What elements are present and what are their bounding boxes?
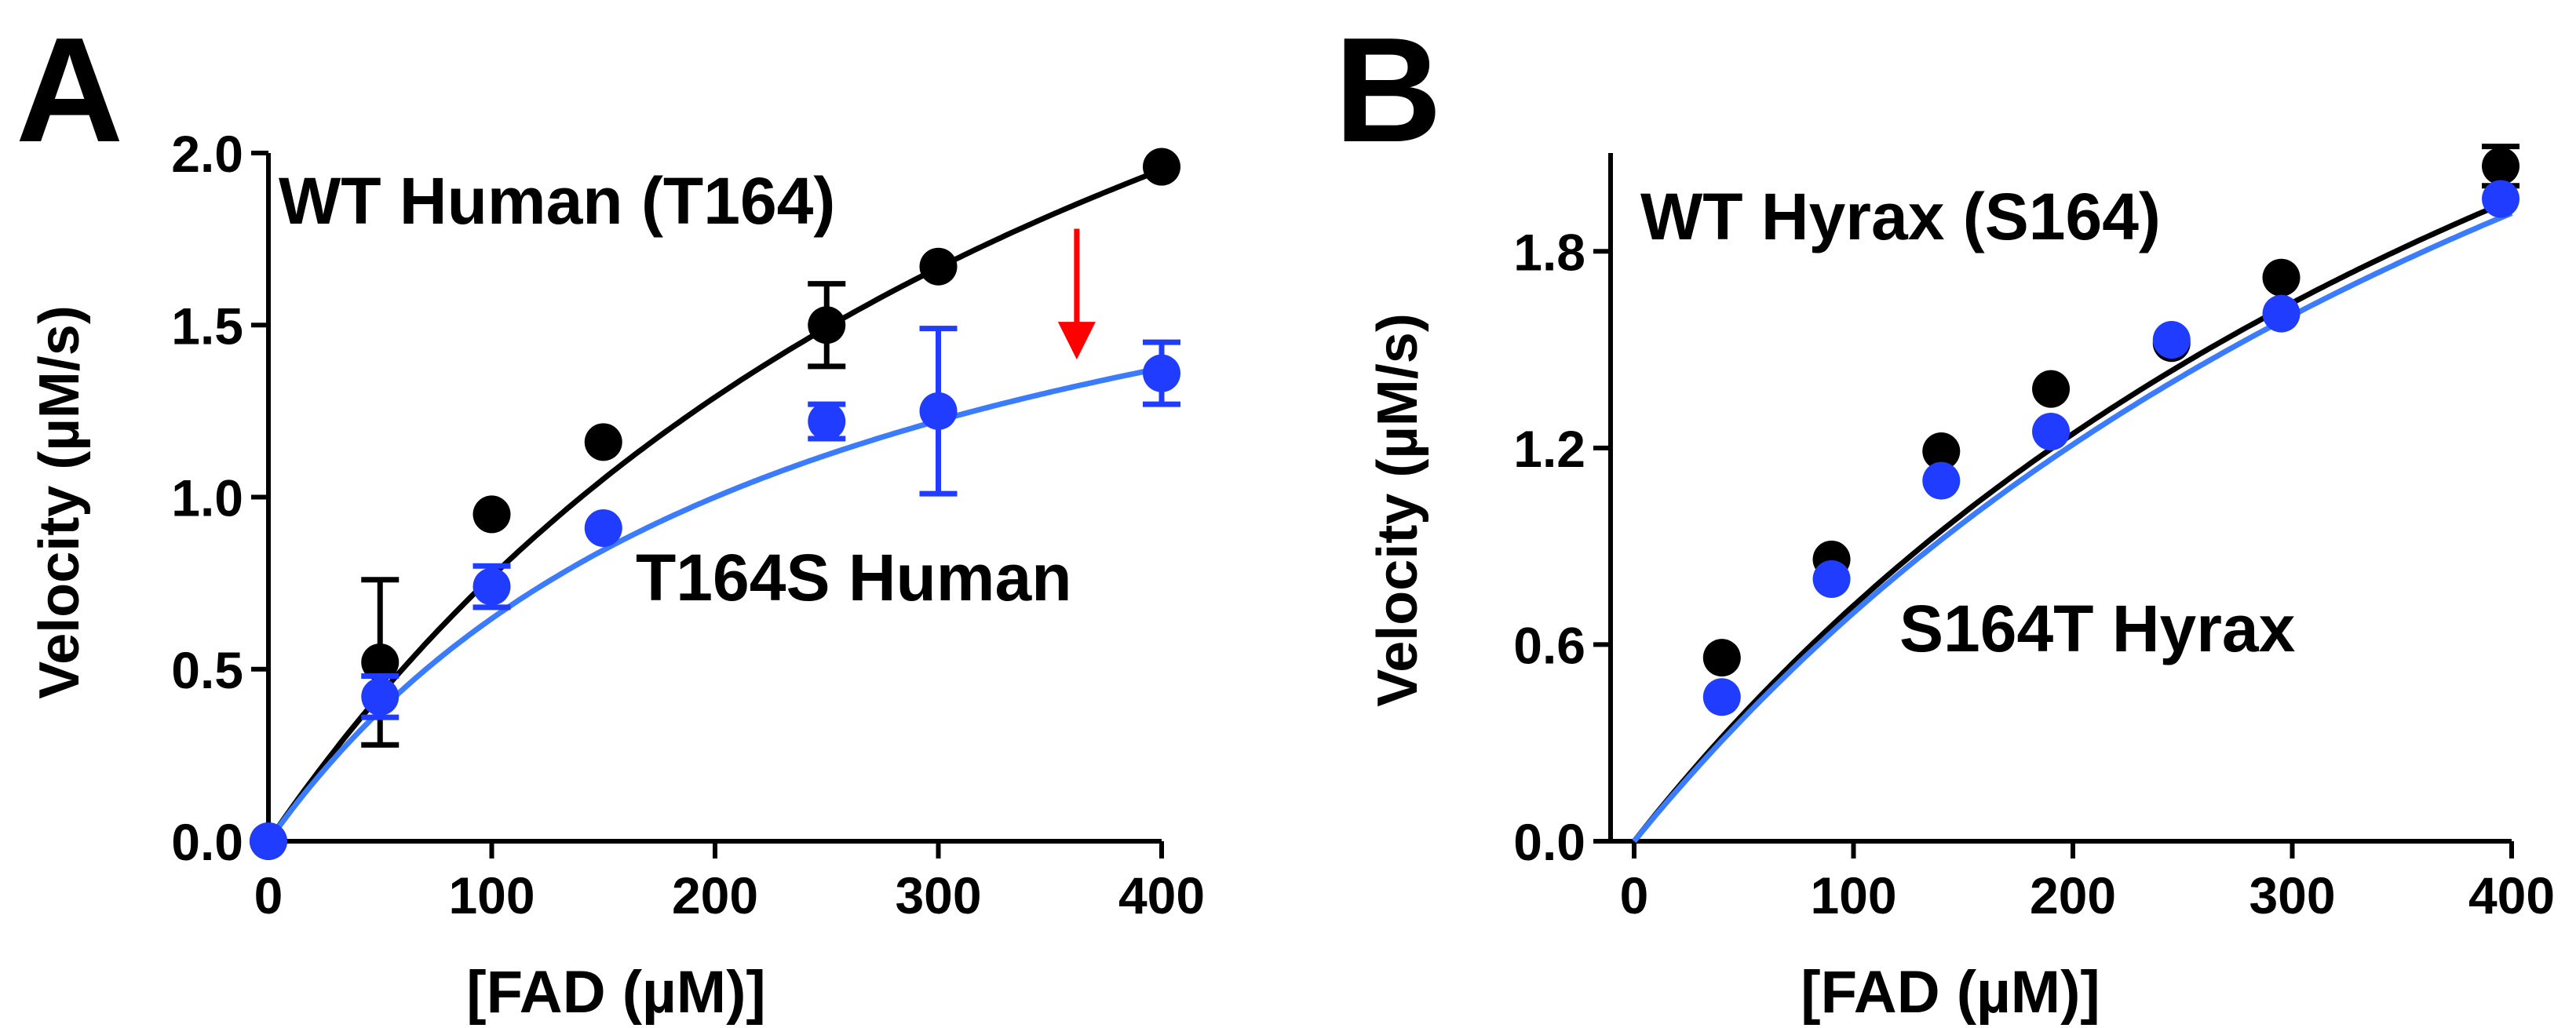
red-arrow-head [1057, 322, 1096, 360]
y-tick-label: 0.0 [171, 813, 243, 871]
data-point-mutant [361, 677, 400, 716]
data-point-wt [361, 643, 400, 681]
data-point-wt [1922, 432, 1961, 471]
data-point-mutant [250, 822, 287, 860]
data-point-mutant [1922, 461, 1961, 500]
fit-curve-wt [266, 167, 1163, 843]
x-tick-label: 200 [2030, 866, 2116, 924]
data-point-mutant [2032, 412, 2071, 450]
x-tick-label: 100 [448, 866, 535, 924]
data-point-wt [1702, 639, 1741, 677]
data-point-wt [584, 423, 622, 461]
data-point-mutant [1812, 560, 1851, 598]
panel-b-x-axis-label: [FAD (µM)] [1801, 959, 2100, 1026]
x-tick-label: 300 [2249, 866, 2335, 924]
data-point-mutant [808, 403, 846, 441]
panel-b-mutant-label: S164T Hyrax [1899, 592, 2296, 665]
x-tick-label: 200 [672, 866, 758, 924]
data-point-mutant [2262, 294, 2301, 333]
data-point-mutant [473, 567, 511, 606]
data-point-wt [2032, 370, 2071, 408]
x-tick-label: 0 [1620, 866, 1649, 924]
y-tick-label: 0.5 [171, 641, 243, 699]
panel-b: B 0.0 0.6 1.2 1.8 0 100 200 300 400 WT Hyrax (S1… [1334, 7, 2555, 1026]
x-tick-label: 400 [1118, 866, 1205, 924]
data-point-wt [1143, 148, 1180, 186]
data-point-wt [808, 306, 846, 344]
fit-curve-wt [1632, 197, 2513, 844]
data-point-mutant [584, 509, 622, 547]
x-tick-label: 400 [2468, 866, 2555, 924]
y-tick-label: 1.8 [1513, 223, 1585, 281]
data-point-wt [2482, 147, 2520, 185]
panel-b-title: WT Hyrax (S164) [1640, 180, 2161, 253]
panel-a-mutant-label: T164S Human [636, 541, 1072, 614]
y-tick-label: 0.0 [1513, 813, 1585, 871]
data-point-mutant [2482, 180, 2520, 218]
fit-curve-mutant [1632, 210, 2513, 844]
panel-a: A 0.0 0.5 1.0 1.5 2.0 0 100 200 300 400 WT Human … [16, 7, 1205, 1026]
y-tick-label: 2.0 [171, 125, 243, 183]
data-point-mutant [1702, 678, 1741, 716]
x-tick-label: 0 [254, 866, 283, 924]
data-point-mutant [919, 392, 958, 430]
panel-a-plot: 0.0 0.5 1.0 1.5 2.0 0 100 200 300 400 [171, 125, 1205, 924]
panel-letter-b: B [1334, 7, 1442, 173]
data-point-wt [919, 247, 958, 286]
x-tick-label: 300 [895, 866, 981, 924]
data-point-wt [2262, 258, 2301, 297]
y-tick-label: 1.2 [1513, 420, 1585, 478]
panel-a-x-axis-label: [FAD (µM)] [466, 959, 765, 1026]
y-tick-label: 1.0 [171, 469, 243, 527]
panel-letter-a: A [16, 7, 123, 173]
y-tick-label: 1.5 [171, 297, 243, 355]
panel-b-plot: 0.0 0.6 1.2 1.8 0 100 200 300 400 [1513, 144, 2555, 924]
y-tick-label: 0.6 [1513, 616, 1585, 674]
fit-curve-mutant [266, 365, 1162, 844]
x-tick-label: 100 [1810, 866, 1896, 924]
panel-a-title: WT Human (T164) [279, 164, 835, 238]
data-point-mutant [1143, 354, 1180, 392]
panel-a-y-axis-label: Velocity (µM/s) [28, 305, 91, 699]
data-point-wt [473, 495, 511, 534]
panel-b-y-axis-label: Velocity (µM/s) [1366, 313, 1429, 707]
data-point-mutant [2152, 321, 2191, 359]
